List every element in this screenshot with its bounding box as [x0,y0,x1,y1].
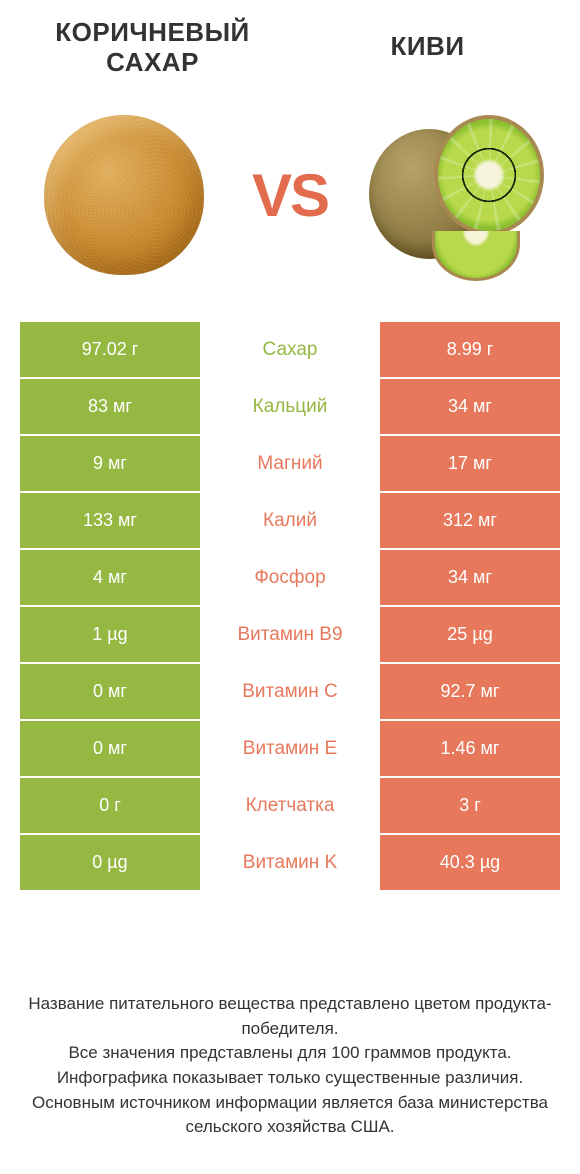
vs-label: VS [252,161,328,230]
nutrient-label: Клетчатка [200,778,380,833]
right-product-title: КИВИ [315,18,540,62]
right-value: 8.99 г [380,322,560,377]
left-value: 4 мг [20,550,200,605]
header: КОРИЧНЕВЫЙ САХАР КИВИ [0,0,580,90]
products-row: VS [0,90,580,320]
right-value: 1.46 мг [380,721,560,776]
nutrient-label: Витамин K [200,835,380,890]
table-row: 0 мгВитамин E1.46 мг [20,721,560,778]
right-value: 3 г [380,778,560,833]
nutrient-label: Калий [200,493,380,548]
table-row: 9 мгМагний17 мг [20,436,560,493]
table-row: 97.02 гСахар8.99 г [20,322,560,379]
right-value: 40.3 µg [380,835,560,890]
table-row: 0 мгВитамин C92.7 мг [20,664,560,721]
table-row: 0 гКлетчатка3 г [20,778,560,835]
left-value: 133 мг [20,493,200,548]
footer-line: Все значения представлены для 100 граммо… [28,1041,552,1066]
right-value: 34 мг [380,379,560,434]
right-value: 25 µg [380,607,560,662]
table-row: 4 мгФосфор34 мг [20,550,560,607]
nutrient-label: Магний [200,436,380,491]
left-value: 9 мг [20,436,200,491]
left-product-title: КОРИЧНЕВЫЙ САХАР [40,18,265,78]
right-value: 312 мг [380,493,560,548]
kiwi-illustration [369,108,544,283]
table-row: 133 мгКалий312 мг [20,493,560,550]
footer-line: Основным источником информации является … [28,1091,552,1140]
table-row: 0 µgВитамин K40.3 µg [20,835,560,892]
right-value: 17 мг [380,436,560,491]
nutrient-label: Кальций [200,379,380,434]
right-value: 92.7 мг [380,664,560,719]
left-value: 0 µg [20,835,200,890]
brown-sugar-illustration [36,108,211,283]
left-value: 0 мг [20,721,200,776]
left-value: 97.02 г [20,322,200,377]
footer-notes: Название питательного вещества представл… [0,992,580,1140]
nutrient-label: Витамин E [200,721,380,776]
comparison-table: 97.02 гСахар8.99 г83 мгКальций34 мг9 мгМ… [20,320,560,892]
nutrient-label: Фосфор [200,550,380,605]
footer-line: Инфографика показывает только существенн… [28,1066,552,1091]
table-row: 83 мгКальций34 мг [20,379,560,436]
nutrient-label: Сахар [200,322,380,377]
left-value: 83 мг [20,379,200,434]
left-value: 0 г [20,778,200,833]
right-value: 34 мг [380,550,560,605]
left-value: 0 мг [20,664,200,719]
nutrient-label: Витамин C [200,664,380,719]
footer-line: Название питательного вещества представл… [28,992,552,1041]
nutrient-label: Витамин B9 [200,607,380,662]
left-value: 1 µg [20,607,200,662]
table-row: 1 µgВитамин B925 µg [20,607,560,664]
